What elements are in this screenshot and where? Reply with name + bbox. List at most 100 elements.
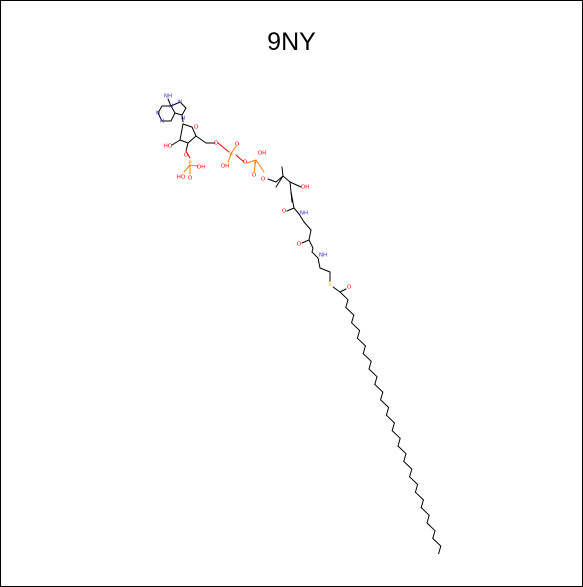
ribose-2oh-bond bbox=[171, 139, 181, 146]
alkyl-chain-bond bbox=[374, 383, 384, 393]
amide-co-bond bbox=[286, 207, 295, 212]
alkyl-chain-bond bbox=[385, 407, 390, 416]
pantoate-o-label: O bbox=[261, 177, 266, 183]
gem-methyl-bond bbox=[275, 175, 284, 188]
sulfur-label: S bbox=[328, 282, 332, 288]
ribose-ring-bond bbox=[191, 126, 197, 137]
phosphate-bridge-label: O bbox=[243, 160, 248, 166]
alkyl-chain-bond bbox=[380, 399, 390, 408]
pantetheine-bond bbox=[267, 178, 277, 183]
alkyl-chain-bond bbox=[409, 476, 419, 485]
alkyl-chain-bond bbox=[391, 430, 401, 439]
alkyl-chain-bond bbox=[385, 414, 395, 424]
ribose-o-label: O bbox=[194, 125, 199, 131]
adenine-six-ring-bond bbox=[157, 112, 163, 122]
alkyl-chain-bond bbox=[403, 460, 413, 470]
alkyl-chain-bond bbox=[397, 445, 407, 455]
diphosphate-bond bbox=[255, 159, 265, 173]
amide-nh-label: NH bbox=[319, 253, 327, 259]
pantetheine-bond bbox=[282, 175, 291, 183]
alkyl-chain-bond bbox=[414, 491, 424, 501]
diphosphate-bond bbox=[253, 159, 257, 173]
phosphate-o-label: O bbox=[235, 142, 240, 148]
diphosphate-bond bbox=[246, 159, 257, 164]
gem-methyl-bond bbox=[281, 166, 284, 177]
hydroxyl-bond bbox=[289, 181, 302, 188]
adenine-six-ring-bond bbox=[170, 112, 176, 122]
ribose-ring-bond bbox=[179, 123, 184, 141]
adenine-six-ring-bond bbox=[157, 105, 163, 114]
pantetheine-bond bbox=[289, 181, 292, 193]
pantetheine-bond bbox=[293, 207, 300, 215]
purine-n-label: N bbox=[169, 104, 173, 110]
alkyl-chain-bond bbox=[420, 499, 424, 509]
phosphate3-oh-label: HO bbox=[177, 175, 186, 181]
adenine-five-ring-bond bbox=[179, 101, 187, 109]
pantetheine-bond bbox=[319, 267, 331, 273]
phosphate3-o-bond bbox=[185, 150, 191, 159]
alkyl-chain-bond bbox=[414, 484, 419, 493]
glycosidic-bond bbox=[181, 114, 184, 123]
ribose-3o-bond bbox=[185, 142, 189, 152]
pantetheine-bond bbox=[303, 221, 312, 231]
alkyl-chain-bond bbox=[426, 514, 430, 524]
phosphate3-oh-label: OH bbox=[197, 165, 205, 171]
alkyl-chain-bond bbox=[438, 545, 442, 555]
alkyl-chain-bond bbox=[345, 299, 349, 308]
phosphate-oh-label: OH bbox=[221, 164, 229, 170]
ribose-ring-bond bbox=[187, 135, 197, 144]
alkyl-chain-bond bbox=[362, 345, 366, 355]
amide-o-label: O bbox=[297, 242, 302, 248]
phosphate3-o-label: O bbox=[184, 153, 189, 159]
alkyl-chain-bond bbox=[368, 368, 378, 378]
alkyl-chain-bond bbox=[356, 330, 361, 339]
amide-co-bond bbox=[301, 239, 310, 244]
amine-bond bbox=[167, 98, 172, 107]
alkyl-chain-bond bbox=[345, 306, 355, 316]
purine-n-label: N bbox=[178, 100, 182, 106]
alkyl-chain-bond bbox=[403, 453, 407, 462]
diphosphate-bond bbox=[227, 151, 233, 163]
adenine-five-ring-bond bbox=[174, 112, 183, 116]
phosphodiester-o-label: O bbox=[214, 141, 219, 147]
thioester-co-bond bbox=[339, 288, 347, 293]
phosphate3-o-label: O bbox=[188, 176, 193, 182]
ribose-hydroxyl-label: HO bbox=[164, 144, 173, 150]
phosphate-o-label: O bbox=[252, 173, 257, 179]
phosphate3-bond bbox=[189, 164, 199, 167]
purine-n-label: N bbox=[156, 111, 160, 117]
amide-o-label: O bbox=[282, 209, 287, 215]
alkyl-chain-bond bbox=[397, 437, 401, 447]
alkyl-chain-bond bbox=[432, 530, 436, 539]
ribose-5c-bond bbox=[195, 135, 207, 144]
alkyl-chain-bond bbox=[356, 337, 366, 347]
alkyl-chain-bond bbox=[351, 314, 355, 324]
phosphate3-bond bbox=[183, 164, 191, 173]
ribose-ring-bond bbox=[179, 139, 189, 144]
phosphate-p-label: P bbox=[229, 153, 233, 159]
alkyl-chain-bond bbox=[351, 322, 361, 331]
alkyl-chain-bond bbox=[368, 360, 372, 370]
adenine-six-ring-bond bbox=[170, 105, 176, 114]
pantetheine-bond bbox=[311, 247, 314, 253]
pantetheine-bond bbox=[317, 257, 321, 269]
adenine-five-ring-bond bbox=[170, 101, 181, 107]
pantetheine-bond bbox=[298, 213, 305, 223]
thioester-o-label: O bbox=[347, 285, 352, 291]
alkyl-chain-bond bbox=[374, 376, 378, 385]
molecule-title: 9NY bbox=[267, 28, 316, 56]
alkyl-chain-bond bbox=[339, 291, 349, 301]
pantoate-hydroxyl-label: OH bbox=[301, 185, 309, 191]
pantetheine-bond bbox=[308, 229, 312, 241]
alkyl-chain-bond bbox=[420, 507, 430, 516]
amide-nh-label: NH bbox=[300, 211, 308, 217]
alkyl-chain-bond bbox=[432, 537, 442, 547]
alkyl-chain-bond bbox=[391, 422, 395, 432]
alkyl-chain-bond bbox=[362, 353, 372, 362]
pantetheine-bond bbox=[308, 239, 314, 249]
thioester-bond bbox=[332, 286, 341, 293]
phosphate-oh-label: OH bbox=[258, 151, 266, 157]
ribose-ring-bond bbox=[182, 123, 193, 128]
